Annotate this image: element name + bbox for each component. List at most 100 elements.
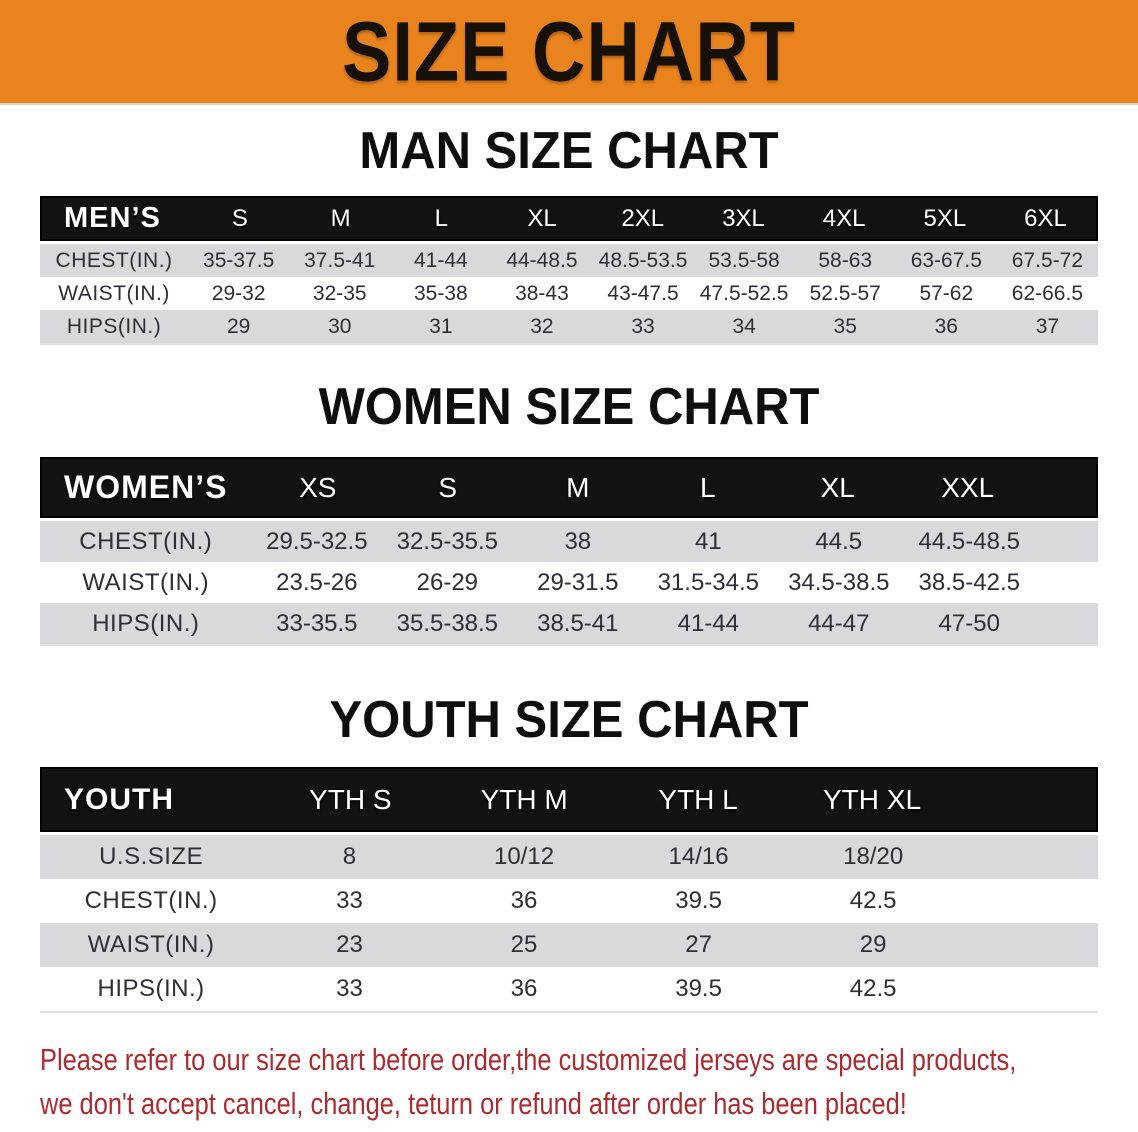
women-section-heading: WOMEN SIZE CHART (318, 378, 820, 436)
women-hips-in-l: 41-44 (677, 609, 739, 637)
men-size-col-6xl: 6XL (1024, 204, 1067, 232)
men-hips-in-3xl: 34 (732, 314, 756, 338)
men-waist-in-3xl: 47.5-52.5 (699, 281, 789, 305)
men-row-label-chest-in: CHEST(IN.) (55, 248, 173, 272)
women-waist-in-m: 29-31.5 (537, 568, 619, 596)
youth-hips-in-yth-xl: 42.5 (849, 975, 897, 1002)
youth-chest-in-yth-l: 39.5 (675, 887, 722, 914)
women-corner-label: WOMEN’S (64, 469, 228, 505)
men-chest-in-m: 37.5-41 (304, 248, 376, 272)
women-waist-in-s: 26-29 (416, 568, 479, 596)
women-size-col-xxl: XXL (941, 471, 995, 503)
men-row-label-waist-in: WAIST(IN.) (58, 281, 170, 305)
men-waist-in-2xl: 43-47.5 (607, 281, 679, 305)
men-hips-in-4xl: 35 (833, 314, 857, 338)
women-hips-in-xxl: 47-50 (938, 609, 1000, 637)
youth-waist-in-yth-xl: 29 (859, 931, 887, 958)
size-chart-sections: MAN SIZE CHART MEN’S S M L XL 2XL 3XL 4XL 5XL 6XL C… (0, 122, 1138, 1013)
men-chest-in-s: 35-37.5 (203, 248, 275, 272)
women-row-chest-in: CHEST(IN.) 29.5-32.5 32.5-35.5 38 41 44.5 44.5… (40, 521, 1098, 562)
youth-waist-in-yth-l: 27 (685, 931, 712, 958)
youth-chest-in-yth-m: 36 (510, 887, 538, 914)
men-corner-label: MEN’S (64, 202, 161, 234)
men-chest-in-l: 41-44 (413, 248, 468, 272)
notice-line-2: we don't accept cancel, change, teturn o… (40, 1086, 907, 1121)
banner: SIZE CHART (0, 0, 1138, 103)
men-hips-in-xl: 32 (530, 314, 554, 338)
youth-row-label-waist-in: WAIST(IN.) (87, 931, 215, 958)
youth-chest-in-yth-xl: 42.5 (849, 887, 897, 914)
section-women: WOMEN SIZE CHART WOMEN’S XS S M L XL XXL CHEST(I… (0, 378, 1138, 646)
men-size-col-3xl: 3XL (722, 204, 765, 232)
men-row-label-hips-in: HIPS(IN.) (66, 314, 162, 338)
men-size-col-xl: XL (527, 204, 557, 232)
men-chest-in-2xl: 48.5-53.5 (598, 248, 688, 272)
men-hips-in-s: 29 (226, 314, 251, 338)
youth-row-chest-in: CHEST(IN.) 33 36 39.5 42.5 (40, 879, 1098, 923)
women-hips-in-xl: 44-47 (808, 609, 870, 637)
youth-u-s-size-yth-xl: 18/20 (843, 843, 904, 870)
women-row-label-chest-in: CHEST(IN.) (79, 527, 213, 555)
youth-row-label-u-s-size: U.S.SIZE (99, 843, 204, 870)
men-row-waist-in: WAIST(IN.) 29-32 32-35 35-38 38-43 43-47.5 47.… (40, 277, 1098, 310)
men-hips-in-5xl: 36 (934, 314, 958, 338)
women-table-header-row: WOMEN’S XS S M L XL XXL (40, 457, 1098, 518)
section-youth: YOUTH SIZE CHART YOUTH YTH S YTH M YTH L YTH … (0, 691, 1138, 1013)
youth-size-col-yth-s: YTH S (309, 783, 392, 815)
women-hips-in-xs: 33-35.5 (276, 609, 358, 637)
youth-size-table: YOUTH YTH S YTH M YTH L YTH XL U.S.SIZE 8 10/12… (40, 767, 1098, 1013)
youth-u-s-size-yth-l: 14/16 (668, 843, 729, 870)
youth-size-col-yth-m: YTH M (480, 783, 568, 815)
women-size-col-xs: XS (299, 471, 337, 503)
men-hips-in-l: 31 (429, 314, 453, 338)
men-waist-in-5xl: 57-62 (919, 281, 974, 305)
men-waist-in-xl: 38-43 (515, 281, 569, 305)
youth-row-waist-in: WAIST(IN.) 23 25 27 29 (40, 923, 1098, 967)
youth-hips-in-yth-s: 33 (336, 975, 363, 1002)
youth-size-col-yth-l: YTH L (658, 783, 738, 815)
men-waist-in-s: 29-32 (211, 281, 266, 305)
youth-row-label-chest-in: CHEST(IN.) (84, 887, 218, 914)
women-chest-in-m: 38 (564, 527, 592, 555)
men-chest-in-xl: 44-48.5 (506, 248, 578, 272)
youth-waist-in-yth-s: 23 (336, 931, 363, 958)
men-size-col-4xl: 4XL (822, 204, 866, 232)
youth-row-label-hips-in: HIPS(IN.) (97, 975, 205, 1002)
women-size-col-xl: XL (820, 471, 855, 503)
women-size-table: WOMEN’S XS S M L XL XXL CHEST(IN.) 29.5-32.5 32.5… (40, 457, 1098, 646)
men-size-col-5xl: 5XL (923, 204, 967, 232)
men-waist-in-m: 32-35 (312, 281, 367, 305)
women-waist-in-l: 31.5-34.5 (657, 568, 759, 596)
men-section-heading: MAN SIZE CHART (359, 122, 779, 180)
women-chest-in-xl: 44.5 (815, 527, 863, 555)
women-size-col-l: L (699, 471, 716, 503)
men-hips-in-6xl: 37 (1035, 314, 1060, 338)
youth-size-col-yth-xl: YTH XL (822, 783, 922, 815)
women-hips-in-s: 35.5-38.5 (396, 609, 499, 637)
men-chest-in-5xl: 63-67.5 (910, 248, 982, 272)
order-notice: Please refer to our size chart before or… (40, 1038, 1017, 1126)
youth-row-hips-in: HIPS(IN.) 33 36 39.5 42.5 (40, 967, 1098, 1011)
youth-table-header-row: YOUTH YTH S YTH M YTH L YTH XL (40, 767, 1098, 832)
women-size-col-s: S (438, 471, 458, 503)
men-size-col-s: S (231, 204, 248, 232)
section-men: MAN SIZE CHART MEN’S S M L XL 2XL 3XL 4XL 5XL 6XL C… (0, 122, 1138, 345)
men-chest-in-3xl: 53.5-58 (708, 248, 780, 272)
youth-corner-label: YOUTH (64, 782, 174, 816)
women-waist-in-xxl: 38.5-42.5 (918, 568, 1020, 596)
men-chest-in-4xl: 58-63 (818, 248, 873, 272)
women-row-label-waist-in: WAIST(IN.) (82, 568, 210, 596)
youth-row-u-s-size: U.S.SIZE 8 10/12 14/16 18/20 (40, 835, 1098, 879)
men-hips-in-2xl: 33 (631, 314, 655, 338)
youth-hips-in-yth-l: 39.5 (675, 975, 722, 1002)
men-waist-in-4xl: 52.5-57 (809, 281, 881, 305)
men-row-chest-in: CHEST(IN.) 35-37.5 37.5-41 41-44 44-48.5 48.5… (40, 244, 1098, 277)
youth-section-heading: YOUTH SIZE CHART (329, 691, 809, 749)
women-hips-in-m: 38.5-41 (537, 609, 619, 637)
men-chest-in-6xl: 67.5-72 (1011, 248, 1084, 272)
men-size-table: MEN’S S M L XL 2XL 3XL 4XL 5XL 6XL CHEST(IN.) 35-37… (40, 196, 1098, 345)
notice-line-1: Please refer to our size chart before or… (40, 1042, 1017, 1077)
women-row-waist-in: WAIST(IN.) 23.5-26 26-29 29-31.5 31.5-34.5 34… (40, 562, 1098, 603)
men-waist-in-l: 35-38 (413, 281, 468, 305)
